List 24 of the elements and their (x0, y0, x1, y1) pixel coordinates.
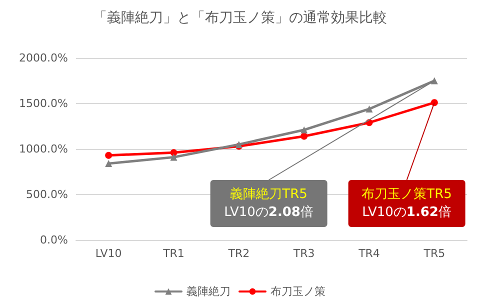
point (300, 126, 308, 134)
x-tick-label: LV10 (95, 247, 122, 260)
x-tick-label: TR1 (162, 247, 184, 260)
y-tick-label: 2000.0% (19, 52, 68, 64)
point (105, 160, 112, 168)
point (430, 99, 438, 106)
y-tick-label: 1500.0% (19, 97, 68, 110)
point (430, 77, 438, 84)
y-tick-label: 1000.0% (19, 142, 68, 156)
point (105, 152, 112, 159)
point (300, 132, 308, 140)
point (170, 154, 178, 161)
annotation: 義陣絶刀TR5 LV10の2.08倍 (224, 187, 314, 220)
chart-title: 「義陣絶刀」と「布刀玉ノ策」の通常効果比較 (93, 10, 387, 26)
x-tick-label: TR3 (292, 247, 315, 260)
x-tick-label: TR2 (227, 247, 250, 260)
x-tick-label: TR4 (358, 247, 380, 260)
legend-label: 布刀玉ノ策 (270, 285, 326, 298)
point (366, 105, 373, 112)
y-tick-label: 0.0% (40, 234, 68, 246)
annotation: 布刀玉ノ策TR5 LV10の1.62倍 (362, 187, 452, 220)
legend-label: 義陣絶刀 (186, 285, 230, 298)
y-tick-label: 500.0% (26, 188, 68, 201)
x-tick-label: TR5 (422, 247, 446, 260)
